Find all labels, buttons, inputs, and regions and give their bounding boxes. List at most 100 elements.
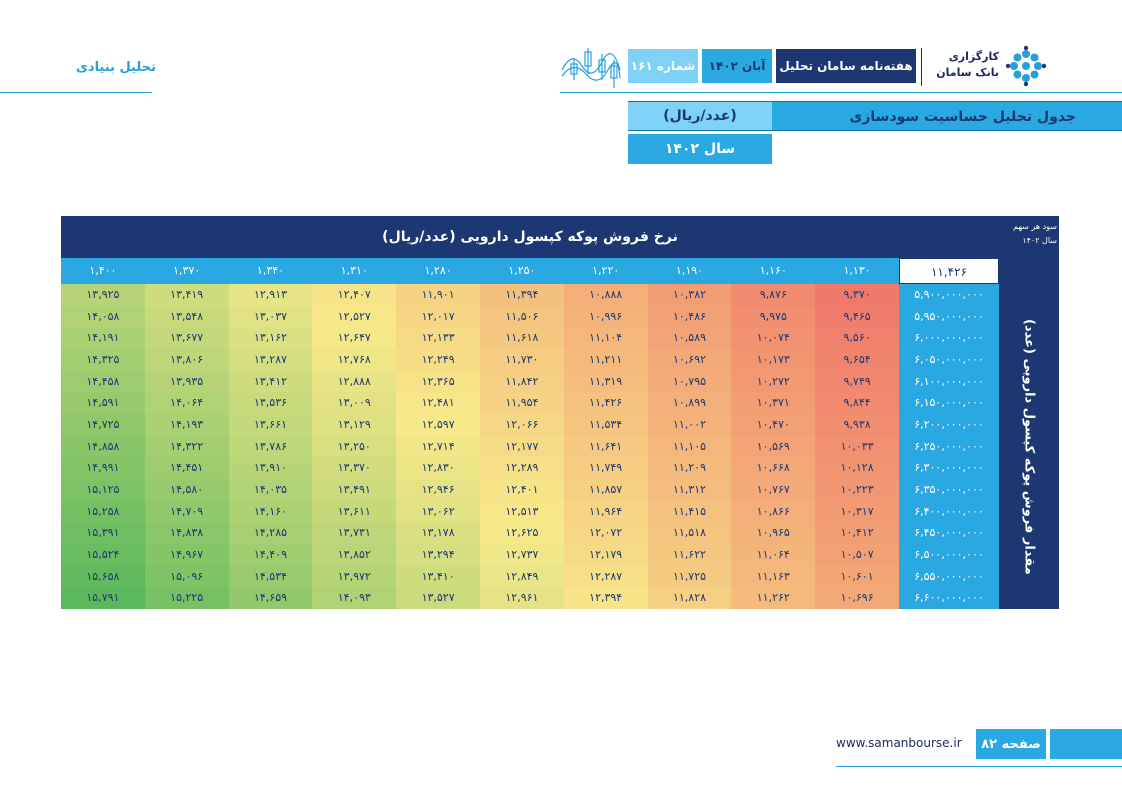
eps-cell: ۱۲,۳۶۵	[396, 370, 480, 393]
eps-cell: ۱۴,۴۵۱	[144, 457, 229, 479]
eps-cell: ۹,۷۴۹	[815, 370, 899, 393]
issue-month: آبان ۱۴۰۲	[702, 49, 772, 83]
eps-cell: ۱۰,۱۷۳	[731, 349, 816, 371]
eps-cell: ۱۲,۷۶۸	[312, 349, 397, 371]
quantity-cell: ۶,۲۰۰,۰۰۰,۰۰۰	[914, 418, 984, 431]
quantity-cell: ۶,۱۵۰,۰۰۰,۰۰۰	[914, 396, 984, 410]
brand-logo: کارگزاری بانک سامان	[935, 45, 1047, 87]
eps-cell: ۱۳,۷۸۶	[228, 435, 313, 458]
saman-flower-icon	[1005, 45, 1047, 87]
quantity-cell: ۶,۱۰۰,۰۰۰,۰۰۰	[914, 374, 984, 388]
eps-cell: ۱۳,۴۱۲	[228, 370, 313, 393]
eps-cell: ۱۱,۲۶۲	[731, 587, 816, 609]
title-year: سال ۱۴۰۲	[628, 134, 772, 164]
eps-cell: ۱۴,۱۹۳	[144, 414, 229, 436]
eps-cell: ۱۴,۴۵۸	[61, 370, 145, 393]
quantity-cell: ۶,۰۰۰,۰۰۰,۰۰۰	[914, 331, 984, 345]
eps-cell: ۱۲,۹۶۱	[480, 587, 564, 609]
price-header-cell: ۱,۲۵۰	[508, 264, 536, 277]
table-title: جدول تحلیل حساسیت سودسازی	[849, 109, 1076, 125]
eps-cell: ۱۱,۸۴۲	[480, 370, 564, 393]
eps-cell: ۱۲,۹۱۳	[228, 284, 313, 306]
eps-cell: ۱۳,۴۹۱	[312, 479, 397, 501]
sensitivity-table: نرخ فروش پوکه کپسول دارویی (عدد/ریال) سو…	[61, 216, 1059, 609]
eps-cell: ۹,۶۵۴	[815, 349, 899, 371]
quantity-cell: ۶,۰۵۰,۰۰۰,۰۰۰	[914, 353, 984, 366]
eps-cell: ۱۵,۷۹۱	[61, 587, 145, 609]
quantity-cell: ۶,۴۵۰,۰۰۰,۰۰۰	[914, 526, 984, 540]
section-label: تحلیل بنیادی	[76, 60, 156, 75]
eps-cell: ۱۳,۴۱۹	[144, 284, 229, 306]
eps-cell: ۱۱,۳۱۲	[647, 479, 732, 501]
eps-cell: ۱۱,۱۶۳	[731, 565, 816, 588]
eps-cell: ۱۳,۰۳۷	[228, 305, 313, 328]
eps-cell: ۱۴,۷۲۵	[61, 414, 145, 436]
quantity-cell: ۶,۳۰۰,۰۰۰,۰۰۰	[914, 461, 984, 475]
eps-cell: ۱۵,۳۹۱	[61, 522, 145, 544]
quantity-axis-label: مقدار فروش پوکه کپسول دارویی (عدد)	[999, 284, 1059, 609]
eps-cell: ۱۳,۱۶۲	[228, 327, 313, 349]
eps-cell: ۹,۵۶۰	[815, 327, 899, 349]
website-link[interactable]: www.samanbourse.ir	[836, 736, 962, 750]
eps-cell: ۱۴,۰۹۳	[312, 587, 397, 609]
eps-cell: ۱۴,۰۶۴	[144, 392, 229, 414]
eps-cell: ۱۰,۳۱۷	[815, 500, 899, 523]
eps-cell: ۱۰,۶۹۲	[647, 349, 732, 371]
eps-cell: ۱۲,۷۳۷	[480, 544, 564, 566]
issue-number: شماره ۱۶۱	[628, 49, 698, 83]
price-header-cell: ۱,۱۶۰	[759, 264, 787, 277]
quantity-cell: ۵,۹۵۰,۰۰۰,۰۰۰	[914, 309, 984, 323]
weekly-title: هفته‌نامه سامان تحلیل	[776, 49, 916, 83]
eps-cell: ۱۱,۳۱۹	[563, 370, 648, 393]
eps-cell: ۱۵,۱۲۵	[61, 479, 145, 501]
eps-cell: ۱۳,۹۲۵	[61, 284, 145, 306]
eps-cell: ۱۲,۸۳۰	[396, 457, 480, 479]
eps-cell: ۱۰,۵۶۹	[731, 435, 816, 458]
eps-cell: ۹,۳۷۰	[815, 284, 899, 306]
eps-cell: ۱۰,۹۶۵	[731, 522, 816, 544]
eps-cell: ۱۱,۵۳۴	[563, 414, 648, 436]
eps-cell: ۱۳,۲۸۷	[228, 349, 313, 371]
section-rule	[0, 92, 152, 93]
eps-cell: ۱۳,۹۳۵	[144, 370, 229, 393]
eps-cell: ۱۲,۵۹۷	[396, 414, 480, 436]
brand-line2: بانک سامان	[936, 66, 999, 79]
eps-cell: ۱۵,۲۵۸	[61, 500, 145, 523]
eps-cell: ۱۳,۲۹۴	[396, 544, 480, 566]
eps-cell: ۱۲,۴۸۱	[396, 392, 480, 414]
eps-cell: ۱۱,۵۱۸	[647, 522, 732, 544]
eps-cell: ۱۰,۲۲۳	[815, 479, 899, 501]
eps-cell: ۱۱,۰۶۴	[731, 544, 816, 566]
eps-cell: ۱۳,۶۱۱	[312, 500, 397, 523]
eps-cell: ۱۲,۴۰۱	[480, 479, 564, 501]
eps-cell: ۱۱,۶۲۲	[647, 544, 732, 566]
eps-cell: ۱۱,۴۲۶	[563, 392, 648, 414]
base-eps-cell: ۱۱,۴۲۶	[899, 258, 999, 284]
eps-cell: ۱۲,۷۱۴	[396, 435, 480, 458]
eps-cell: ۱۲,۶۴۷	[312, 327, 397, 349]
eps-cell: ۱۰,۸۶۶	[731, 500, 816, 523]
eps-cell: ۱۳,۴۱۰	[396, 565, 480, 588]
eps-cell: ۱۰,۰۳۳	[815, 435, 899, 458]
eps-cell: ۱۳,۷۳۱	[312, 522, 397, 544]
eps-cell: ۱۳,۲۵۰	[312, 435, 397, 458]
quantity-cell: ۶,۶۰۰,۰۰۰,۰۰۰	[914, 591, 984, 605]
logo-divider	[921, 48, 922, 86]
eps-cell: ۱۳,۸۰۶	[144, 349, 229, 371]
quantity-cell: ۶,۵۵۰,۰۰۰,۰۰۰	[914, 569, 984, 583]
eps-cell: ۱۳,۹۷۲	[312, 565, 397, 588]
quantity-cell: ۶,۲۵۰,۰۰۰,۰۰۰	[914, 439, 984, 453]
eps-cell: ۱۳,۶۷۷	[144, 327, 229, 349]
eps-cell: ۱۳,۵۲۷	[396, 587, 480, 609]
price-header-cell: ۱,۱۹۰	[675, 264, 704, 277]
candlestick-chart-icon	[561, 48, 621, 88]
eps-cell: ۱۴,۰۵۸	[61, 305, 145, 328]
eps-cell: ۱۳,۹۱۰	[228, 457, 313, 479]
quantity-cell: ۶,۵۰۰,۰۰۰,۰۰۰	[914, 548, 984, 561]
eps-cell: ۱۰,۶۶۸	[731, 457, 816, 479]
eps-cell: ۱۱,۲۱۱	[563, 349, 648, 371]
eps-cell: ۱۰,۴۱۲	[815, 522, 899, 544]
eps-cell: ۱۲,۱۷۷	[480, 435, 564, 458]
eps-cell: ۱۴,۳۲۵	[61, 349, 145, 371]
eps-cell: ۱۰,۰۷۴	[731, 327, 816, 349]
